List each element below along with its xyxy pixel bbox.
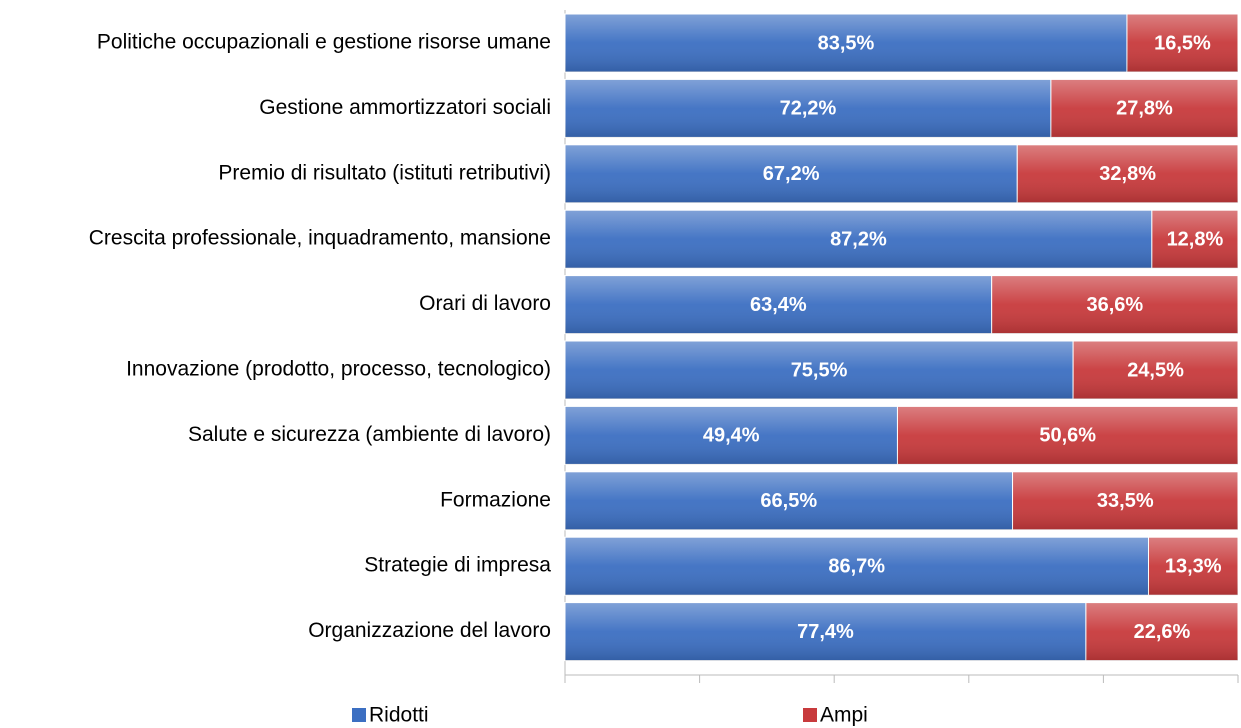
bar-shade [1050, 79, 1238, 138]
value-label: 33,5% [1097, 490, 1154, 512]
bar-shade [1148, 537, 1238, 596]
bar-shade [565, 406, 898, 465]
category-label: Politiche occupazionali e gestione risor… [97, 31, 551, 54]
value-label: 49,4% [703, 425, 760, 447]
bar-shade [565, 144, 1018, 203]
value-label: 50,6% [1039, 425, 1096, 447]
value-label: 83,5% [818, 32, 875, 54]
bar-shade [1085, 602, 1238, 661]
legend-swatch [352, 708, 366, 722]
value-label: 67,2% [763, 163, 820, 185]
category-label: Orari di lavoro [419, 292, 551, 315]
category-label: Innovazione (prodotto, processo, tecnolo… [126, 358, 551, 381]
value-label: 36,6% [1086, 294, 1143, 316]
value-label: 75,5% [791, 359, 848, 381]
value-label: 32,8% [1099, 163, 1156, 185]
bar-shade [565, 341, 1074, 399]
legend-label: Ampi [820, 704, 868, 727]
bar-shade [565, 602, 1086, 661]
value-label: 72,2% [780, 98, 837, 120]
bar-shade [1126, 14, 1238, 72]
category-label: Gestione ammortizzatori sociali [259, 96, 551, 119]
category-label: Crescita professionale, inquadramento, m… [89, 227, 551, 250]
bar-shade [991, 275, 1238, 334]
bar-shade [565, 275, 992, 334]
value-label: 77,4% [797, 621, 854, 643]
legend-label: Ridotti [369, 704, 429, 727]
value-label: 66,5% [760, 490, 817, 512]
bar-shade [897, 406, 1238, 465]
bar-shade [565, 210, 1152, 269]
value-label: 63,4% [750, 294, 807, 316]
value-label: 22,6% [1134, 621, 1191, 643]
bar-shade [565, 537, 1149, 596]
bar-shade [1012, 471, 1238, 530]
category-label: Premio di risultato (istituti retributiv… [218, 161, 551, 184]
value-label: 27,8% [1116, 98, 1173, 120]
category-label: Organizzazione del lavoro [308, 619, 551, 642]
value-label: 12,8% [1167, 228, 1224, 250]
value-label: 13,3% [1165, 555, 1222, 577]
bar-shade [1017, 144, 1238, 203]
category-label: Formazione [440, 488, 551, 511]
value-label: 87,2% [830, 228, 887, 250]
legend-swatch [803, 708, 817, 722]
bar-shade [565, 471, 1013, 530]
bar-shade [1151, 210, 1238, 269]
value-label: 24,5% [1127, 359, 1184, 381]
value-label: 16,5% [1154, 32, 1211, 54]
bar-shade [565, 14, 1127, 72]
value-label: 86,7% [828, 555, 885, 577]
category-label: Strategie di impresa [364, 554, 551, 577]
bar-shade [565, 79, 1051, 138]
category-label: Salute e sicurezza (ambiente di lavoro) [188, 423, 551, 446]
bar-shade [1073, 341, 1238, 399]
